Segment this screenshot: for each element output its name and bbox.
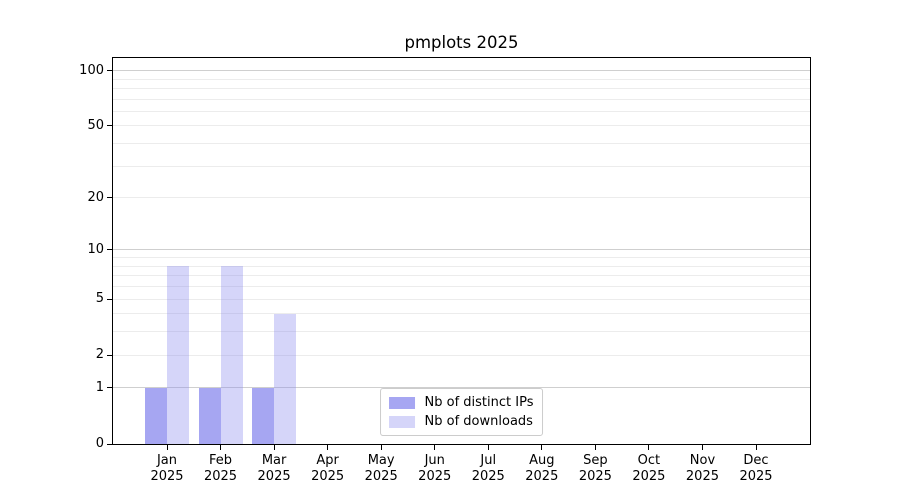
plot-area: 0 1 2 5 10 20 50 100 Jan 2025 Feb 2025 Mar 2025 Apr 202… bbox=[79, 57, 811, 484]
y-tick-0 bbox=[107, 443, 112, 445]
x-tick-jul bbox=[487, 445, 489, 450]
x-tick-year: 2025 bbox=[311, 468, 345, 484]
y-tick-label-1: 1 bbox=[95, 379, 104, 395]
gridline-minor-4 bbox=[113, 313, 810, 315]
y-tick-20 bbox=[107, 197, 112, 199]
y-tick-label-100: 100 bbox=[79, 62, 104, 78]
y-tick-label-2: 2 bbox=[95, 347, 104, 363]
x-tick-year: 2025 bbox=[739, 468, 773, 484]
x-tick-month: Feb bbox=[209, 453, 233, 468]
x-tick-dec bbox=[755, 445, 757, 450]
y-tick-100 bbox=[107, 70, 112, 72]
x-tick-jan bbox=[166, 445, 168, 450]
legend-swatch-icon bbox=[388, 415, 415, 428]
x-tick-label-dec: Dec 2025 bbox=[716, 453, 796, 484]
legend-item: Nb of downloads bbox=[388, 412, 534, 431]
gridline-minor-8 bbox=[113, 265, 810, 267]
x-tick-may bbox=[380, 445, 382, 450]
x-tick-month: Sep bbox=[583, 453, 608, 468]
x-tick-label-sep: Sep 2025 bbox=[555, 453, 635, 484]
legend-item: Nb of distinct IPs bbox=[388, 393, 534, 412]
x-tick-year: 2025 bbox=[150, 468, 184, 484]
gridline-minor-2 bbox=[113, 354, 810, 356]
y-tick-label-20: 20 bbox=[87, 189, 104, 205]
y-tick-label-0: 0 bbox=[95, 436, 104, 451]
x-tick-mar bbox=[273, 445, 275, 450]
gridline-major-100 bbox=[113, 70, 810, 72]
gridline-minor-60 bbox=[113, 110, 810, 112]
y-tick-2 bbox=[107, 354, 112, 356]
y-tick-label-50: 50 bbox=[87, 117, 104, 133]
bar-nb-of-distinct-ips-mar bbox=[252, 387, 275, 444]
bar-nb-of-distinct-ips-jan bbox=[145, 387, 167, 444]
x-tick-month: Jan bbox=[156, 453, 178, 468]
gridline-minor-40 bbox=[113, 143, 810, 145]
x-tick-aug bbox=[541, 445, 543, 450]
x-tick-year: 2025 bbox=[257, 468, 291, 484]
x-tick-year: 2025 bbox=[364, 468, 398, 484]
x-tick-label-nov: Nov 2025 bbox=[662, 453, 742, 484]
x-tick-label-jul: Jul 2025 bbox=[448, 453, 528, 484]
gridline-minor-6 bbox=[113, 286, 810, 288]
bar-nb-of-downloads-jan bbox=[167, 266, 189, 444]
x-tick-feb bbox=[220, 445, 222, 450]
bar-nb-of-downloads-feb bbox=[220, 266, 243, 444]
gridline-minor-50 bbox=[113, 125, 810, 127]
gridline-minor-3 bbox=[113, 331, 810, 333]
x-tick-month: Dec bbox=[743, 453, 769, 468]
x-tick-month: May bbox=[367, 453, 395, 468]
x-tick-month: Apr bbox=[316, 453, 339, 468]
y-tick-50 bbox=[107, 125, 112, 127]
x-tick-year: 2025 bbox=[471, 468, 505, 484]
x-tick-label-may: May 2025 bbox=[341, 453, 421, 484]
gridline-minor-70 bbox=[113, 98, 810, 100]
gridline-minor-90 bbox=[113, 78, 810, 80]
x-tick-year: 2025 bbox=[685, 468, 719, 484]
x-tick-year: 2025 bbox=[525, 468, 559, 484]
legend-swatch-icon bbox=[388, 396, 415, 409]
x-tick-year: 2025 bbox=[578, 468, 612, 484]
x-tick-label-jan: Jan 2025 bbox=[127, 453, 207, 484]
x-tick-month: Jul bbox=[480, 453, 497, 468]
gridline-minor-5 bbox=[113, 298, 810, 300]
x-tick-sep bbox=[594, 445, 596, 450]
gridline-minor-20 bbox=[113, 197, 810, 199]
x-tick-year: 2025 bbox=[632, 468, 666, 484]
legend-label: Nb of distinct IPs bbox=[424, 395, 534, 410]
x-tick-label-oct: Oct 2025 bbox=[609, 453, 689, 484]
y-tick-label-10: 10 bbox=[87, 241, 104, 257]
y-tick-5 bbox=[107, 298, 112, 300]
x-tick-year: 2025 bbox=[418, 468, 452, 484]
x-tick-month: Oct bbox=[637, 453, 661, 468]
legend: Nb of distinct IPs Nb of downloads bbox=[379, 388, 544, 436]
x-tick-oct bbox=[648, 445, 650, 450]
x-tick-month: Nov bbox=[689, 453, 716, 468]
x-tick-label-mar: Mar 2025 bbox=[234, 453, 314, 484]
x-tick-label-feb: Feb 2025 bbox=[181, 453, 261, 484]
x-tick-label-aug: Aug 2025 bbox=[502, 453, 582, 484]
chart-title: pmplots 2025 bbox=[404, 33, 519, 52]
x-tick-month: Jun bbox=[424, 453, 445, 468]
x-tick-apr bbox=[327, 445, 329, 450]
x-tick-jun bbox=[434, 445, 436, 450]
y-tick-label-5: 5 bbox=[95, 291, 104, 307]
bar-nb-of-downloads-mar bbox=[274, 313, 297, 444]
y-tick-10 bbox=[107, 249, 112, 251]
gridline-minor-80 bbox=[113, 87, 810, 89]
gridline-minor-7 bbox=[113, 275, 810, 277]
x-tick-label-apr: Apr 2025 bbox=[288, 453, 368, 484]
gridline-major-10 bbox=[113, 249, 810, 251]
gridline-minor-30 bbox=[113, 165, 810, 167]
y-tick-1 bbox=[107, 387, 112, 389]
x-tick-month: Mar bbox=[261, 453, 287, 468]
gridline-minor-9 bbox=[113, 257, 810, 259]
x-tick-nov bbox=[701, 445, 703, 450]
x-tick-year: 2025 bbox=[203, 468, 238, 484]
bar-nb-of-distinct-ips-feb bbox=[198, 387, 221, 444]
gridline-major-1 bbox=[113, 387, 810, 389]
x-tick-label-jun: Jun 2025 bbox=[395, 453, 475, 484]
x-tick-month: Aug bbox=[529, 453, 555, 468]
legend-label: Nb of downloads bbox=[424, 414, 533, 429]
